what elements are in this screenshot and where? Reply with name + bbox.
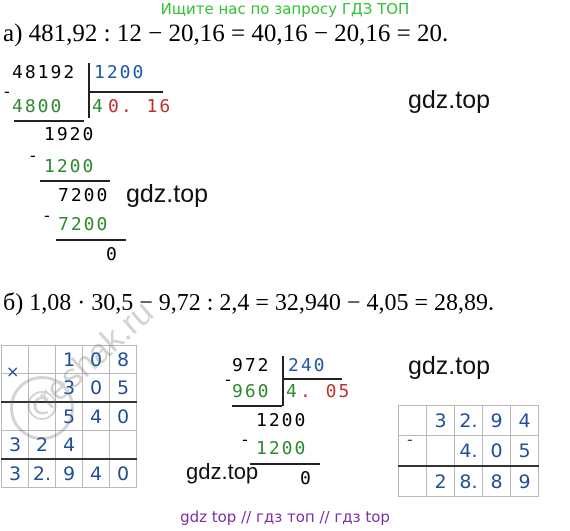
remainder-1: 1920 bbox=[44, 124, 96, 145]
watermark: gdz.top bbox=[186, 459, 259, 484]
reshak-watermark: © reshak.ru bbox=[10, 293, 190, 480]
dividend: 972 bbox=[232, 355, 271, 376]
dividend: 48192 bbox=[12, 62, 77, 83]
quotient-rest: 0. 16 bbox=[108, 96, 173, 117]
copyright-icon: © bbox=[10, 376, 74, 440]
subtrahend-2: 1200 bbox=[44, 156, 96, 177]
minus-sign: - bbox=[242, 430, 248, 449]
remainder-1: 1200 bbox=[256, 410, 308, 431]
quotient-first-digit: 4 bbox=[286, 381, 299, 402]
quotient-first-digit: 4 bbox=[92, 96, 105, 117]
divisor: 240 bbox=[288, 355, 327, 376]
final-remainder: 0 bbox=[106, 244, 119, 265]
equation-a: а) 481,92 : 12 − 20,16 = 40,16 − 20,16 =… bbox=[3, 20, 449, 47]
equation-b: б) 1,08 · 30,5 − 9,72 : 2,4 = 32,940 − 4… bbox=[3, 290, 495, 316]
watermark: gdz.top bbox=[126, 180, 209, 208]
multiply-sign: × bbox=[6, 362, 20, 381]
header-link[interactable]: Ищите нас по запросу ГДЗ ТОП bbox=[160, 0, 410, 18]
watermark: gdz.top bbox=[408, 86, 491, 114]
footer-link[interactable]: gdz top // гдз топ // гдз top bbox=[180, 508, 390, 526]
subtrahend-2: 1200 bbox=[256, 438, 308, 459]
minus-sign: - bbox=[225, 370, 231, 389]
final-remainder: 0 bbox=[300, 468, 313, 489]
subtrahend: 4800 bbox=[12, 96, 64, 117]
quotient-rest: . 05 bbox=[300, 381, 352, 402]
subtraction-grid: 3 2. 9 4 4. 0 5 2 8. 8 9 bbox=[398, 405, 539, 497]
minus-sign: - bbox=[44, 206, 50, 225]
divisor: 1200 bbox=[94, 62, 146, 83]
subtrahend: 960 bbox=[232, 381, 271, 402]
subtrahend-3: 7200 bbox=[58, 214, 110, 235]
minus-sign: - bbox=[4, 82, 10, 101]
minus-sign: - bbox=[30, 146, 36, 165]
minus-sign: - bbox=[407, 430, 413, 449]
remainder-2: 7200 bbox=[58, 185, 110, 206]
watermark: gdz.top bbox=[408, 352, 491, 380]
